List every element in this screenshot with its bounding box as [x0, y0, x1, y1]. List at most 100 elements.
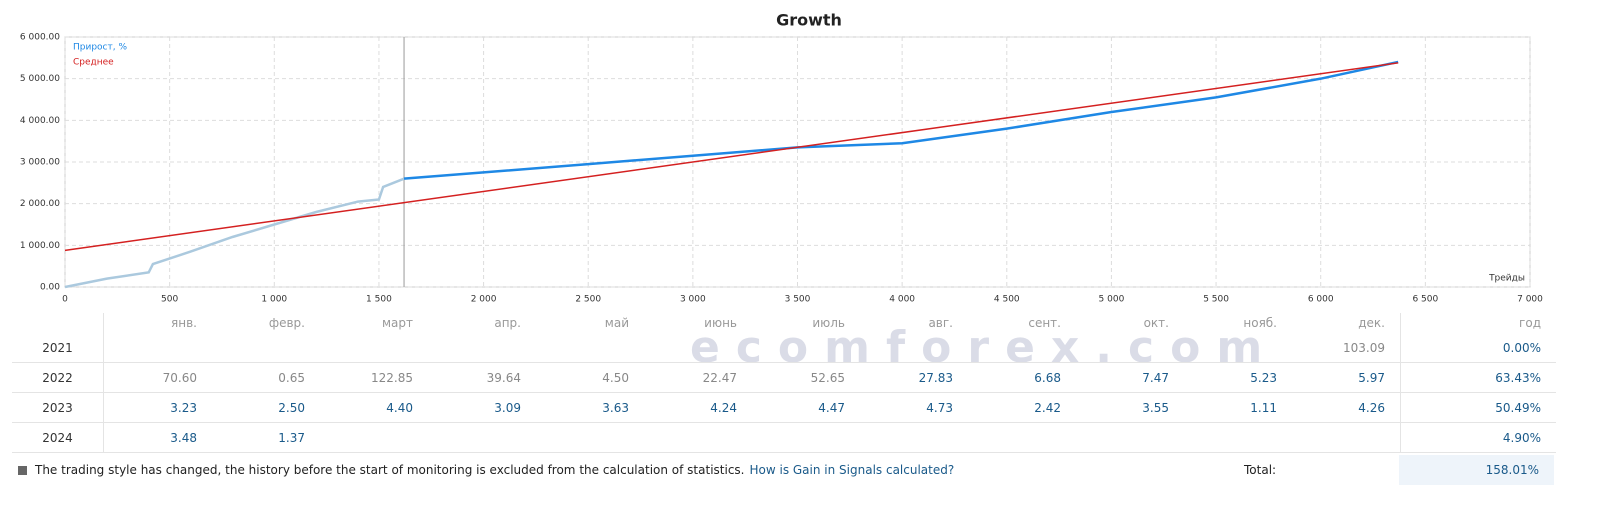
month-value	[968, 333, 1076, 363]
month-value: 6.68	[968, 362, 1076, 393]
month-value: 4.50	[536, 362, 644, 393]
footer: The trading style has changed, the histo…	[12, 455, 1554, 485]
note-icon	[18, 465, 27, 475]
month-value	[536, 422, 644, 453]
year-row: 2024 3.48 1.37 4.90%	[12, 422, 1556, 453]
x-tick-label: 2 500	[575, 295, 601, 305]
x-tick-label: 500	[161, 295, 178, 305]
x-tick-label: 1 000	[261, 295, 287, 305]
chart: Growth 0.00 1 000.00 2 000.00 3 000.00 4 000…	[20, 11, 1543, 305]
month-value	[752, 422, 860, 453]
x-tick-label: 6 000	[1308, 295, 1334, 305]
x-tick-label: 5 500	[1203, 295, 1229, 305]
month-value: 103.09	[1292, 333, 1401, 363]
month-value	[1184, 333, 1292, 363]
month-value: 5.97	[1292, 362, 1401, 393]
month-value: 22.47	[644, 362, 752, 393]
month-value	[860, 333, 968, 363]
month-value	[1292, 422, 1401, 453]
year-row: 2023 3.23 2.50 4.40 3.09 3.63 4.24 4.47 4.73 2.42…	[12, 392, 1556, 423]
total-label: Total:	[1244, 463, 1277, 477]
month-value: 3.09	[428, 392, 536, 423]
month-value: 7.47	[1076, 362, 1184, 393]
chart-title: Growth	[776, 11, 842, 30]
column-header: сент.	[1028, 316, 1061, 330]
x-tick-label: 0	[62, 295, 68, 305]
x-tick-label: 3 500	[785, 295, 811, 305]
column-header: год	[1400, 313, 1556, 333]
x-tick-label: 4 000	[889, 295, 915, 305]
total-value: 158.01%	[1399, 455, 1554, 485]
month-value: 0.65	[212, 362, 320, 393]
column-header: май	[604, 316, 629, 330]
year-label: 2021	[12, 333, 104, 363]
month-value	[103, 333, 212, 363]
y-tick-label: 2 000.00	[20, 199, 60, 209]
year-label: 2023	[12, 392, 104, 423]
year-label: 2024	[12, 422, 104, 453]
month-value	[536, 333, 644, 363]
month-value: 2.42	[968, 392, 1076, 423]
year-total: 63.43%	[1400, 362, 1556, 393]
month-value	[320, 333, 428, 363]
series-line	[64, 62, 1399, 252]
column-header: июнь	[704, 316, 737, 330]
month-value: 3.55	[1076, 392, 1184, 423]
column-header: июль	[812, 316, 845, 330]
legend-entry: Среднее	[73, 58, 114, 68]
column-header: янв.	[103, 313, 212, 333]
month-value: 1.37	[212, 422, 320, 453]
series-line	[64, 177, 405, 289]
legend-entry: Прирост, %	[73, 43, 127, 53]
column-header: дек.	[1358, 316, 1385, 330]
x-tick-label: 2 000	[471, 295, 497, 305]
month-value: 27.83	[860, 362, 968, 393]
monthly-table: янв. февр. март апр. май июнь июль авг. сент. окт…	[12, 313, 1556, 453]
header-blank	[12, 313, 104, 333]
month-value	[212, 333, 320, 363]
month-value: 1.11	[1184, 392, 1292, 423]
x-axis-label: Трейды	[1488, 274, 1525, 284]
series-line	[403, 60, 1399, 180]
month-value: 5.23	[1184, 362, 1292, 393]
y-tick-label: 5 000.00	[20, 74, 60, 84]
month-value: 2.50	[212, 392, 320, 423]
month-value: 4.40	[320, 392, 428, 423]
x-tick-label: 6 500	[1412, 295, 1438, 305]
month-value: 4.26	[1292, 392, 1401, 423]
month-value	[968, 422, 1076, 453]
year-label: 2022	[12, 362, 104, 393]
column-header: авг.	[928, 316, 953, 330]
month-value: 70.60	[103, 362, 212, 393]
column-header: март	[381, 316, 413, 330]
month-value: 4.73	[860, 392, 968, 423]
month-value: 3.48	[103, 422, 212, 453]
month-value: 4.24	[644, 392, 752, 423]
month-value	[644, 422, 752, 453]
year-total: 50.49%	[1400, 392, 1556, 423]
x-tick-label: 5 000	[1099, 295, 1125, 305]
month-value: 52.65	[752, 362, 860, 393]
column-header: нояб.	[1243, 316, 1277, 330]
y-tick-label: 6 000.00	[20, 33, 60, 43]
y-tick-label: 3 000.00	[20, 158, 60, 168]
x-tick-label: 1 500	[366, 295, 392, 305]
month-value	[752, 333, 860, 363]
header-row: янв. февр. март апр. май июнь июль авг. сент. окт…	[12, 313, 1556, 333]
year-row: 2022 70.60 0.65 122.85 39.64 4.50 22.47 52.65 27…	[12, 362, 1556, 393]
x-tick-label: 3 000	[680, 295, 706, 305]
month-value	[428, 333, 536, 363]
year-total: 0.00%	[1400, 333, 1556, 363]
help-link[interactable]: How is Gain in Signals calculated?	[749, 463, 955, 477]
month-value: 39.64	[428, 362, 536, 393]
column-header: апр.	[494, 316, 521, 330]
month-value	[1076, 422, 1184, 453]
y-tick-label: 0.00	[40, 283, 60, 293]
month-value: 122.85	[320, 362, 428, 393]
month-value	[644, 333, 752, 363]
month-value: 3.23	[103, 392, 212, 423]
x-tick-label: 4 500	[994, 295, 1020, 305]
column-header: февр.	[268, 316, 305, 330]
month-value	[860, 422, 968, 453]
